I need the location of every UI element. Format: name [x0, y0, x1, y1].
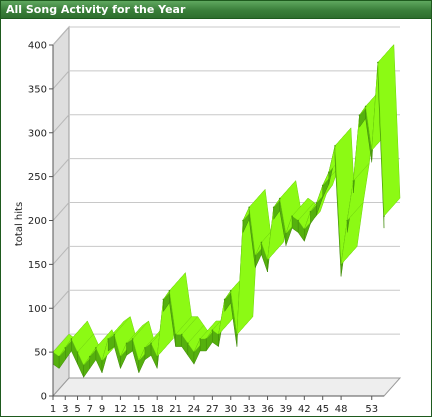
- data-point: [144, 346, 146, 349]
- data-point: [358, 114, 361, 116]
- y-tick-label: 300: [28, 128, 47, 139]
- wall-gridline: [52, 114, 70, 134]
- wall-gridline: [52, 70, 70, 90]
- y-axis-label: total hits: [14, 202, 25, 246]
- data-point: [242, 219, 244, 222]
- ribbon-top-face: [377, 43, 401, 217]
- data-point: [272, 206, 275, 209]
- data-point: [248, 206, 250, 209]
- wall-gridline: [52, 246, 70, 265]
- data-point: [383, 215, 385, 217]
- data-point: [278, 197, 281, 200]
- data-point: [156, 355, 159, 358]
- wall-gridline: [52, 289, 70, 309]
- data-point: [82, 364, 85, 367]
- x-tick-label: 30: [224, 404, 237, 415]
- ribbon-side-face: [199, 338, 207, 352]
- x-tick-label: 15: [132, 404, 145, 415]
- data-point: [340, 263, 342, 266]
- data-point: [321, 184, 324, 187]
- data-point: [254, 254, 257, 257]
- wall-gridline: [52, 202, 70, 221]
- ribbon-side-face: [175, 334, 182, 347]
- data-point: [309, 210, 312, 213]
- data-point: [236, 333, 238, 336]
- data-point: [352, 180, 355, 182]
- data-point: [168, 289, 171, 292]
- y-tick-label: 250: [28, 172, 47, 183]
- data-point: [150, 342, 152, 345]
- y-tick-label: 100: [28, 304, 47, 315]
- x-tick-label: 12: [114, 404, 127, 415]
- data-point: [260, 241, 263, 244]
- x-tick-label: 5: [74, 404, 80, 415]
- data-point: [205, 338, 208, 340]
- chart-title: All Song Activity for the Year: [6, 3, 186, 16]
- x-tick-label: 7: [87, 404, 93, 415]
- data-point: [58, 355, 60, 358]
- data-point: [70, 338, 73, 340]
- data-point: [138, 360, 140, 362]
- x-tick-label: 27: [206, 404, 219, 415]
- x-tick-label: 1: [50, 404, 56, 415]
- data-point: [119, 355, 122, 358]
- data-point: [315, 202, 318, 204]
- data-point: [199, 338, 201, 340]
- data-point: [193, 351, 195, 353]
- wall-gridline: [52, 158, 70, 177]
- data-point: [113, 333, 116, 336]
- y-tick-label: 400: [28, 41, 47, 52]
- x-tick-label: 3: [62, 404, 68, 415]
- x-tick-label: 45: [316, 404, 329, 415]
- data-point: [101, 360, 103, 362]
- data-point: [162, 298, 165, 301]
- y-tick-label: 350: [28, 84, 47, 95]
- data-point: [346, 219, 349, 222]
- data-point: [229, 289, 232, 292]
- x-tick-label: 21: [169, 404, 182, 415]
- data-point: [107, 338, 109, 340]
- data-point: [125, 342, 128, 345]
- song-activity-chart: 0 50 100 150 200 250 300 350 400 1 3 5 7 9 12 15 18 21 24…: [14, 25, 402, 415]
- data-point: [88, 355, 91, 358]
- data-point: [364, 105, 367, 108]
- y-tick-label: 0: [41, 392, 47, 403]
- x-tick-label: 18: [151, 404, 164, 415]
- x-tick-label: 24: [188, 404, 201, 415]
- data-point: [303, 228, 306, 231]
- y-tick-label: 200: [28, 216, 47, 227]
- data-point: [285, 232, 287, 235]
- x-tick-label: 42: [298, 404, 311, 415]
- data-point: [187, 342, 189, 345]
- data-point: [223, 298, 226, 301]
- data-point: [95, 346, 97, 349]
- x-tick-label: 53: [365, 404, 378, 415]
- data-point: [370, 149, 373, 152]
- data-point: [131, 338, 134, 340]
- title-bar: All Song Activity for the Year: [1, 1, 431, 19]
- data-point: [297, 219, 299, 222]
- data-point: [211, 329, 214, 331]
- data-point: [334, 145, 336, 147]
- x-tick-label: 48: [335, 404, 348, 415]
- x-tick-label: 39: [280, 404, 293, 415]
- y-tick-label: 150: [28, 260, 47, 271]
- x-tick-label: 36: [261, 404, 274, 415]
- data-point: [76, 351, 79, 353]
- data-point: [328, 171, 330, 174]
- wall-gridline: [52, 26, 70, 46]
- data-point: [64, 346, 67, 349]
- x-tick-label: 9: [99, 404, 105, 415]
- data-point: [180, 333, 183, 336]
- data-point: [217, 333, 220, 336]
- x-tick-label: 33: [243, 404, 256, 415]
- data-point: [377, 61, 379, 64]
- data-point: [174, 333, 177, 336]
- chart-floor: [51, 377, 402, 397]
- data-point: [291, 215, 293, 217]
- data-point: [266, 259, 269, 261]
- y-tick-label: 50: [34, 348, 47, 359]
